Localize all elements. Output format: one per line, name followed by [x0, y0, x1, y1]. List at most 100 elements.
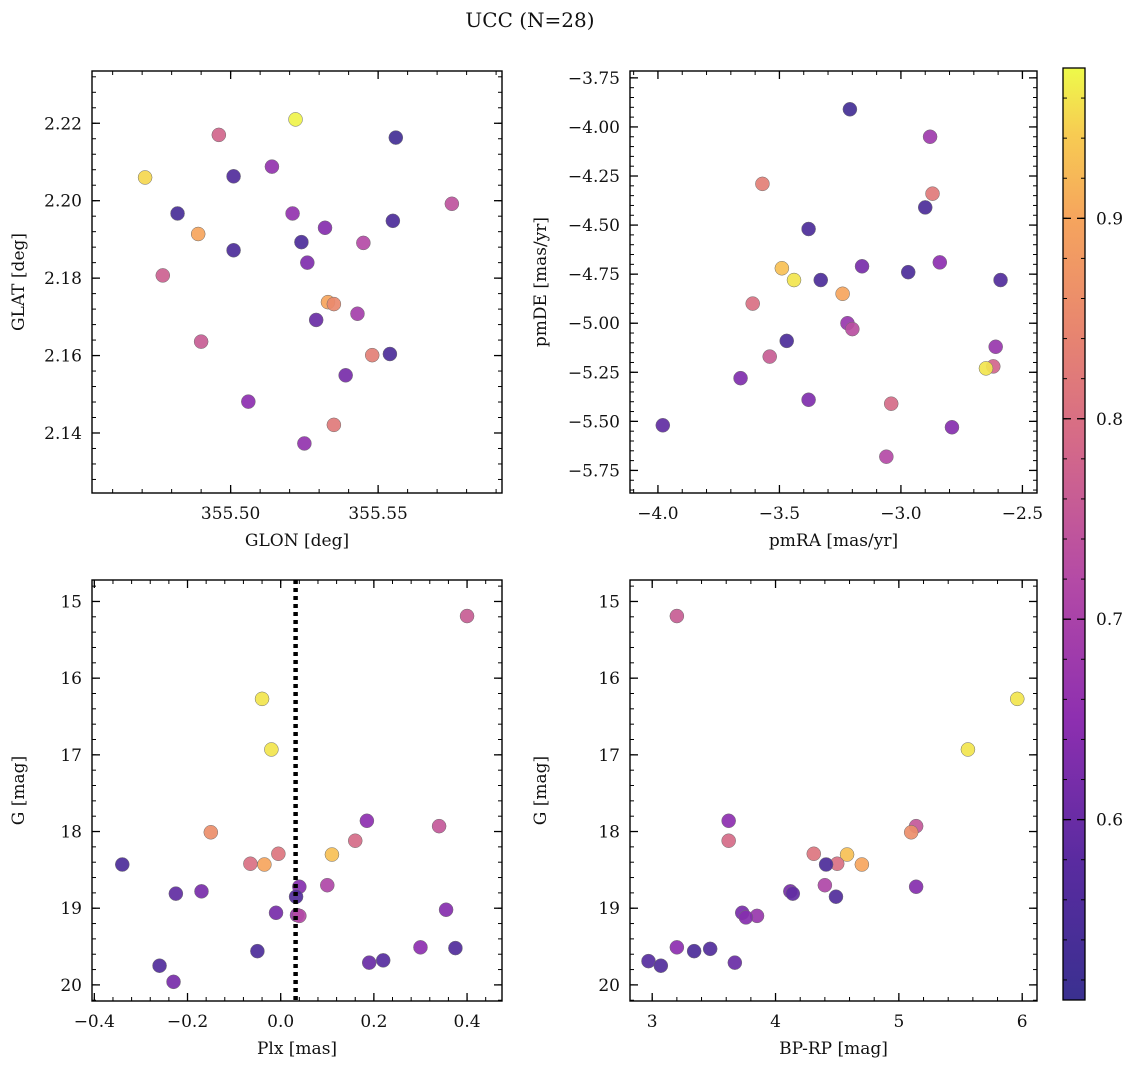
scatter-point [755, 176, 770, 192]
y-tick-label: −4.50 [568, 216, 620, 236]
scatter-point [448, 940, 463, 956]
scatter-point [702, 941, 718, 957]
y-tick-label: 16 [60, 669, 82, 689]
panel-sky: 355.50 355.55 2.14 2.16 2.18 2.20 2.22 GLON [de… [9, 70, 503, 551]
scatter-point [254, 691, 270, 707]
scatter-point [413, 940, 428, 955]
scatter-point [211, 127, 227, 143]
scatter-point [813, 272, 828, 288]
panel-proper-motion: −4.0 −3.5 −3.0 −2.5 −5.75 −5.50 −5.25 −5.00 −4.7… [531, 69, 1043, 551]
scatter-point [774, 261, 790, 276]
scatter-point [152, 958, 167, 973]
y-tick-label: 2.14 [44, 424, 82, 444]
x-axis-label: pmRA [mas/yr] [769, 531, 898, 551]
scatter-point [338, 368, 353, 383]
scatter-point [653, 958, 669, 973]
scatter-point [350, 306, 365, 321]
scatter-point [944, 419, 960, 435]
scatter-point [294, 234, 309, 250]
scatter-point [359, 813, 375, 829]
scatter-point [241, 394, 256, 409]
scatter-point [115, 857, 130, 872]
scatter-point [326, 296, 342, 312]
y-tick-label: −5.50 [568, 412, 620, 432]
scatter-point [801, 392, 816, 408]
scatter-point [917, 200, 933, 215]
y-tick-label: 2.22 [44, 114, 82, 134]
x-tick-label: −2.5 [1002, 504, 1043, 524]
scatter-point [431, 818, 447, 834]
y-tick-label: −4.00 [568, 118, 620, 138]
scatter-point [779, 333, 794, 349]
scatter-point [271, 846, 286, 862]
scatter-point [285, 206, 300, 221]
scatter-point [785, 886, 801, 901]
x-tick-label: 3 [647, 1012, 658, 1032]
x-tick-label: −0.2 [167, 1012, 208, 1032]
scatter-point [193, 334, 209, 349]
scatter-point [326, 417, 342, 433]
y-tick-label: −5.00 [568, 314, 620, 334]
scatter-point [388, 130, 404, 145]
y-tick-label: 2.16 [44, 347, 82, 367]
scatter-point [288, 112, 303, 127]
axes-frame [91, 579, 503, 1002]
x-axis-label: Plx [mas] [257, 1039, 337, 1059]
scatter-point [226, 169, 241, 184]
scatter-point [854, 857, 870, 872]
scatter-point [925, 186, 940, 201]
scatter-point [839, 847, 855, 862]
scatter-point [194, 884, 209, 899]
scatter-point [801, 221, 816, 237]
scatter-point [988, 339, 1003, 355]
y-axis-label: G [mag] [9, 756, 29, 825]
colorbar-tick-label: 0.9 [1096, 209, 1123, 229]
scatter-point [900, 264, 916, 280]
y-tick-label: 2.18 [44, 269, 82, 289]
y-tick-label: 15 [598, 592, 620, 612]
y-tick-label: 17 [598, 746, 620, 766]
scatter-point [459, 608, 475, 624]
scatter-point [828, 889, 844, 904]
scatter-point [806, 846, 822, 862]
scatter-point [879, 449, 894, 464]
scatter-point [137, 170, 153, 185]
scatter-point [268, 905, 284, 921]
scatter-point [727, 955, 743, 970]
scatter-point [721, 813, 736, 829]
x-tick-label: −4.0 [637, 504, 678, 524]
y-tick-label: 19 [598, 899, 620, 919]
x-tick-label: −0.4 [74, 1012, 115, 1032]
axes-frame [629, 70, 1038, 494]
y-tick-label: 2.20 [44, 192, 82, 212]
y-tick-label: 18 [598, 823, 620, 843]
scatter-point [960, 742, 976, 757]
scatter-point [168, 886, 184, 901]
scatter-point [922, 129, 938, 145]
scatter-point [385, 213, 401, 229]
scatter-point [993, 272, 1008, 288]
scatter-point [745, 296, 760, 311]
y-tick-label: 18 [60, 823, 82, 843]
scatter-point [641, 953, 656, 969]
scatter-point [320, 877, 335, 893]
scatter-point [845, 321, 860, 337]
scatter-point [226, 243, 241, 258]
scatter-point [721, 833, 736, 848]
scatter-point [364, 347, 380, 363]
scatter-point [786, 272, 802, 288]
scatter-point [903, 825, 919, 840]
x-tick-label: 355.55 [348, 504, 407, 524]
x-tick-label: 0.2 [360, 1012, 387, 1032]
figure-title: UCC (N=28) [465, 8, 594, 32]
y-tick-label: 15 [60, 592, 82, 612]
x-tick-label: 4 [770, 1012, 781, 1032]
scatter-point [166, 974, 181, 990]
y-tick-label: −4.25 [568, 167, 620, 187]
scatter-point [669, 940, 685, 955]
scatter-point [835, 286, 850, 302]
scatter-point [250, 943, 265, 959]
y-tick-label: −4.75 [568, 265, 620, 285]
scatter-point [818, 857, 834, 872]
colorbar-gradient [1062, 67, 1086, 1001]
